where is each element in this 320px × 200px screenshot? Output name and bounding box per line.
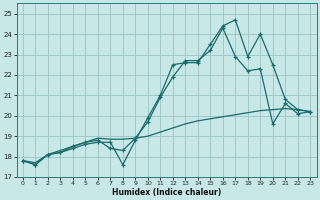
X-axis label: Humidex (Indice chaleur): Humidex (Indice chaleur) xyxy=(112,188,221,197)
